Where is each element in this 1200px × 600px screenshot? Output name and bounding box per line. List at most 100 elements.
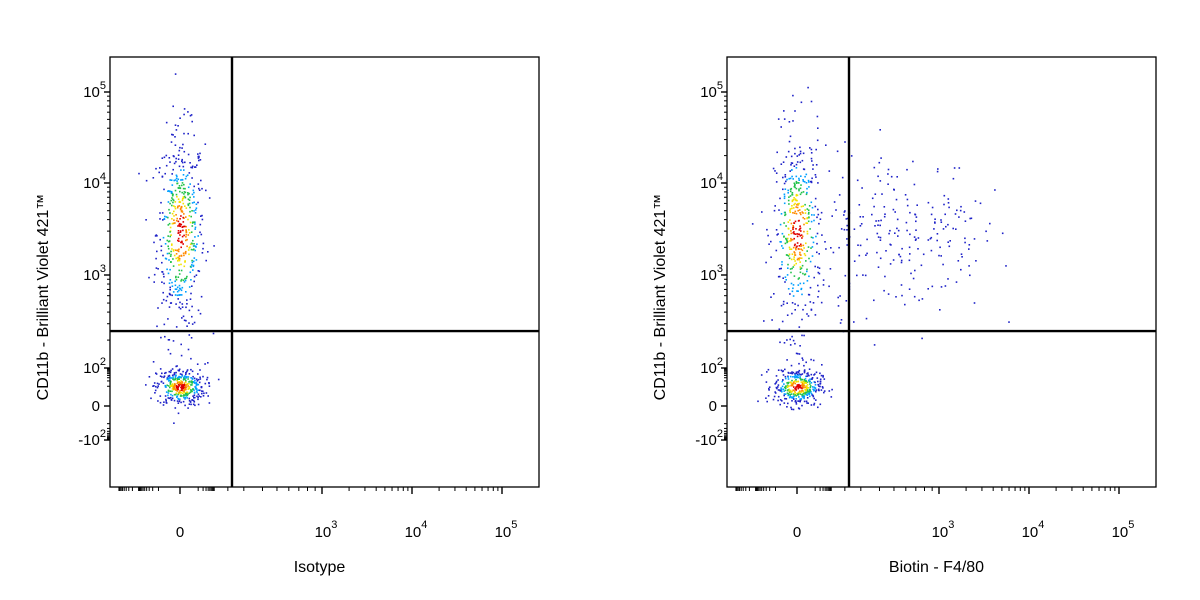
event-dot bbox=[155, 372, 157, 374]
event-dot bbox=[177, 230, 180, 232]
event-dot bbox=[164, 243, 167, 245]
y-axis-title: CD11b - Brilliant Violet 421™ bbox=[35, 194, 52, 401]
event-dot bbox=[808, 275, 810, 278]
event-dot bbox=[187, 218, 189, 221]
event-dot bbox=[800, 243, 802, 246]
event-dot bbox=[188, 373, 191, 375]
event-dot bbox=[192, 388, 194, 390]
event-dot bbox=[880, 219, 882, 222]
event-dot bbox=[877, 266, 880, 268]
event-dot bbox=[190, 114, 193, 116]
event-dot bbox=[832, 251, 835, 254]
event-dot bbox=[798, 400, 801, 402]
event-dot bbox=[189, 221, 192, 224]
event-dot bbox=[185, 393, 187, 396]
event-dot bbox=[803, 370, 806, 372]
event-dot bbox=[184, 252, 187, 255]
event-dot bbox=[202, 375, 204, 378]
event-dot bbox=[171, 285, 174, 287]
event-dot bbox=[933, 228, 935, 230]
event-dot bbox=[190, 337, 193, 339]
event-dot bbox=[792, 232, 795, 234]
event-dot bbox=[896, 227, 898, 230]
event-dot bbox=[896, 218, 899, 221]
event-dot bbox=[920, 264, 923, 267]
event-dot bbox=[183, 169, 185, 171]
event-dot bbox=[169, 396, 172, 399]
event-dot bbox=[192, 269, 194, 271]
event-dot bbox=[875, 220, 877, 222]
event-dot bbox=[798, 385, 800, 388]
event-dot bbox=[802, 386, 804, 388]
event-dot bbox=[789, 389, 792, 392]
event-dot bbox=[177, 249, 179, 251]
event-dot bbox=[793, 381, 795, 383]
event-dot bbox=[803, 400, 806, 403]
event-dot bbox=[152, 385, 154, 387]
event-dot bbox=[943, 194, 946, 197]
event-dot bbox=[796, 155, 799, 157]
event-dot bbox=[841, 176, 844, 179]
event-dot bbox=[823, 378, 826, 380]
event-dot bbox=[801, 389, 804, 392]
event-dot bbox=[781, 263, 783, 266]
event-dot bbox=[798, 154, 800, 156]
event-dot bbox=[809, 395, 811, 398]
event-dot bbox=[188, 383, 190, 385]
event-dot bbox=[906, 229, 908, 232]
event-dot bbox=[766, 228, 768, 231]
event-dot bbox=[190, 166, 192, 169]
event-dot bbox=[180, 401, 182, 404]
event-dot bbox=[181, 182, 184, 184]
event-dot bbox=[784, 214, 786, 217]
event-dot bbox=[156, 325, 158, 328]
event-dot bbox=[786, 406, 788, 408]
event-dot bbox=[187, 132, 189, 135]
event-dot bbox=[184, 375, 186, 377]
event-dot bbox=[793, 203, 795, 206]
event-dot bbox=[780, 388, 783, 390]
event-dot bbox=[974, 200, 977, 202]
event-dot bbox=[803, 247, 805, 249]
event-dot bbox=[931, 206, 934, 209]
event-dot bbox=[180, 223, 183, 226]
event-dot bbox=[169, 302, 172, 304]
event-dot bbox=[202, 390, 204, 393]
event-dot bbox=[191, 202, 194, 204]
event-dot bbox=[188, 199, 191, 201]
event-dot bbox=[798, 383, 800, 386]
event-dot bbox=[809, 389, 811, 392]
event-dot bbox=[177, 198, 180, 200]
event-dot bbox=[989, 222, 991, 225]
event-dot bbox=[187, 407, 189, 409]
event-dot bbox=[197, 396, 199, 399]
event-dot bbox=[802, 179, 804, 181]
event-dot bbox=[183, 195, 186, 198]
event-dot bbox=[906, 204, 909, 207]
event-dot bbox=[790, 155, 793, 158]
event-dot bbox=[822, 284, 825, 286]
event-dot bbox=[787, 189, 789, 192]
event-dot bbox=[789, 195, 792, 197]
event-dot bbox=[176, 385, 179, 388]
event-dot bbox=[183, 386, 185, 388]
event-dot bbox=[798, 392, 801, 394]
event-dot bbox=[803, 181, 806, 183]
x-tick-label: 105 bbox=[1112, 519, 1135, 541]
event-dot bbox=[193, 210, 195, 212]
event-dot bbox=[879, 236, 882, 239]
event-dot bbox=[797, 182, 799, 184]
event-dot bbox=[160, 336, 162, 339]
event-dot bbox=[167, 390, 170, 392]
event-dot bbox=[181, 147, 183, 149]
event-dot bbox=[805, 400, 808, 403]
event-dot bbox=[785, 398, 788, 400]
event-dot bbox=[185, 250, 187, 253]
event-dot bbox=[182, 229, 184, 232]
event-dot bbox=[801, 378, 803, 381]
event-dot bbox=[204, 363, 206, 365]
event-dot bbox=[201, 214, 203, 217]
event-dot bbox=[201, 218, 204, 221]
event-dot bbox=[794, 210, 797, 213]
event-dot bbox=[801, 394, 803, 396]
